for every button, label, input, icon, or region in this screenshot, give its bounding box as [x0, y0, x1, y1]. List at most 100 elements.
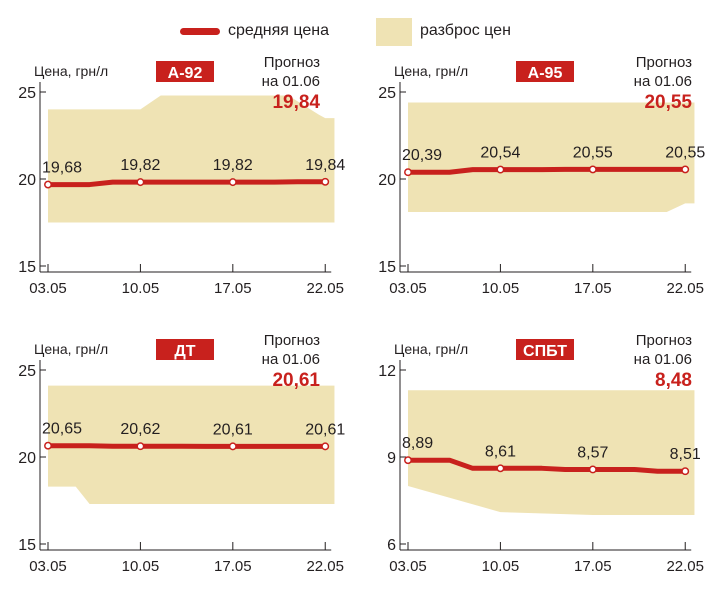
y-tick-label: 15 — [18, 259, 36, 276]
legend-line-swatch — [180, 28, 220, 35]
data-point — [496, 464, 505, 473]
chart-a92: 25 20 15 03.05 10.05 17.05 22.05 19,68 19,82 19,8… — [18, 54, 345, 297]
y-tick-label: 25 — [18, 85, 36, 102]
x-tick-label: 17.05 — [214, 280, 252, 297]
x-tick-label: 22.05 — [666, 280, 704, 297]
data-point — [588, 165, 597, 174]
data-label: 8,57 — [577, 444, 608, 461]
data-label: 20,55 — [665, 144, 705, 161]
y-axis-title-a92: Цена, грн/л — [34, 63, 108, 79]
data-label: 19,82 — [213, 157, 253, 174]
x-tick-label: 10.05 — [482, 558, 520, 575]
y-tick-label: 15 — [18, 537, 36, 554]
data-label: 19,68 — [42, 160, 82, 177]
data-point — [321, 442, 330, 451]
y-tick-label: 9 — [387, 450, 396, 467]
x-tick-label: 10.05 — [122, 558, 160, 575]
legend-line-label: средняя цена — [228, 22, 330, 39]
x-tick-label: 03.05 — [389, 280, 427, 297]
data-label: 20,54 — [480, 145, 520, 162]
forecast-title-dt: Прогноз — [264, 332, 320, 349]
forecast-title-spbt: Прогноз — [636, 332, 692, 349]
data-point — [228, 178, 237, 187]
data-point — [228, 442, 237, 451]
fuel-badge-a92 — [156, 61, 214, 82]
fuel-badge-spbt — [516, 339, 574, 360]
data-point — [404, 168, 412, 177]
forecast-value-spbt: 8,48 — [655, 370, 692, 391]
forecast-title-a95: Прогноз — [636, 54, 692, 71]
fuel-badge-a95 — [516, 61, 574, 82]
data-label: 20,39 — [402, 147, 442, 164]
y-tick-label: 6 — [387, 537, 396, 554]
y-axis-title-a95: Цена, грн/л — [394, 63, 468, 79]
data-label: 20,61 — [305, 421, 345, 438]
data-label: 8,51 — [670, 446, 701, 463]
data-label: 20,61 — [213, 421, 253, 438]
data-point — [136, 442, 145, 451]
forecast-title-a92: Прогноз — [264, 54, 320, 71]
data-point — [321, 177, 330, 186]
forecast-value-a92: 19,84 — [272, 92, 320, 113]
data-point — [496, 165, 505, 174]
data-label: 8,89 — [402, 435, 433, 452]
fuel-badge-label-a92: А-92 — [168, 65, 203, 82]
x-tick-label: 03.05 — [29, 280, 67, 297]
data-point — [681, 165, 690, 174]
x-tick-label: 22.05 — [306, 558, 344, 575]
price-range-band-a95 — [408, 102, 695, 213]
y-tick-label: 25 — [18, 363, 36, 380]
average-price-line-a92 — [45, 179, 328, 188]
data-label: 19,84 — [305, 157, 345, 174]
y-tick-label: 20 — [378, 172, 396, 189]
x-tick-label: 17.05 — [214, 558, 252, 575]
price-range-band-spbt — [408, 390, 695, 515]
forecast-date-a95: на 01.06 — [634, 73, 692, 90]
x-tick-label: 10.05 — [122, 280, 160, 297]
x-tick-label: 22.05 — [666, 558, 704, 575]
data-point — [44, 180, 52, 189]
price-range-band-a92 — [48, 95, 335, 223]
chart-a95: 25 20 15 03.05 10.05 17.05 22.05 20,39 20,54 20,5… — [378, 54, 705, 297]
average-price-line-spbt — [405, 457, 688, 474]
x-tick-label: 17.05 — [574, 558, 612, 575]
forecast-value-a95: 20,55 — [644, 92, 692, 113]
y-tick-label: 12 — [378, 363, 396, 380]
fuel-badge-label-dt: ДТ — [174, 343, 195, 360]
x-tick-label: 03.05 — [389, 558, 427, 575]
chart-spbt: 12 9 6 03.05 10.05 17.05 22.05 8,89 8,61 8,57 8,51… — [378, 332, 704, 575]
legend-band-swatch — [376, 18, 412, 46]
data-label: 19,82 — [120, 157, 160, 174]
data-label: 20,62 — [120, 421, 160, 438]
x-tick-label: 22.05 — [306, 280, 344, 297]
x-tick-label: 17.05 — [574, 280, 612, 297]
fuel-badge-label-spbt: СПБТ — [523, 343, 567, 360]
y-axis-title-dt: Цена, грн/л — [34, 341, 108, 357]
average-price-line-a95 — [405, 166, 688, 175]
y-tick-label: 15 — [378, 259, 396, 276]
chart-dt: 25 20 15 03.05 10.05 17.05 22.05 20,65 20,62 20,6… — [18, 332, 345, 575]
forecast-date-spbt: на 01.06 — [634, 351, 692, 368]
fuel-badge-label-a95: А-95 — [528, 65, 563, 82]
x-tick-label: 10.05 — [482, 280, 520, 297]
y-tick-label: 20 — [18, 450, 36, 467]
forecast-date-dt: на 01.06 — [262, 351, 320, 368]
legend-band-label: разброс цен — [420, 22, 511, 39]
data-point — [136, 178, 145, 187]
data-point — [681, 467, 690, 476]
average-price-line-dt — [45, 443, 328, 449]
forecast-value-dt: 20,61 — [272, 370, 320, 391]
data-label: 20,55 — [573, 144, 613, 161]
data-point — [44, 441, 52, 450]
data-label: 20,65 — [42, 421, 82, 438]
data-point — [404, 456, 412, 465]
y-tick-label: 25 — [378, 85, 396, 102]
y-axis-title-spbt: Цена, грн/л — [394, 341, 468, 357]
y-tick-label: 20 — [18, 172, 36, 189]
data-label: 8,61 — [485, 443, 516, 460]
legend: средняя цена разброс цен — [0, 0, 718, 50]
fuel-badge-dt — [156, 339, 214, 360]
x-tick-label: 03.05 — [29, 558, 67, 575]
forecast-date-a92: на 01.06 — [262, 73, 320, 90]
